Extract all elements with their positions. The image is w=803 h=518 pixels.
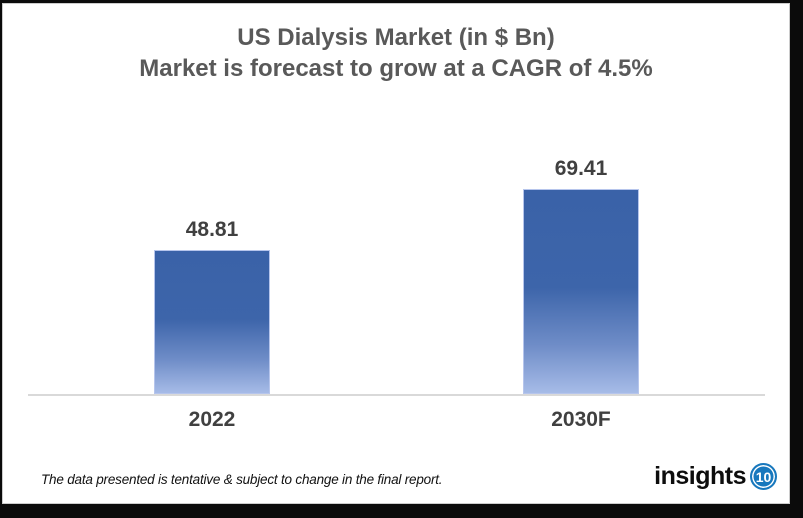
bar-value-label-2030f: 69.41 xyxy=(554,157,608,180)
insights10-logo: insights 10 xyxy=(654,462,777,491)
plot-area: 48.81 2022 69.41 2030F xyxy=(3,4,789,503)
category-label-2022: 2022 xyxy=(188,408,236,431)
chart-title: US Dialysis Market (in $ Bn) Market is f… xyxy=(3,22,789,84)
bar-2030f xyxy=(523,189,639,394)
disclaimer-text: The data presented is tentative & subjec… xyxy=(41,472,443,487)
chart-title-line1: US Dialysis Market (in $ Bn) xyxy=(237,24,555,51)
chart-title-line2: Market is forecast to grow at a CAGR of … xyxy=(139,55,653,82)
bar-2022 xyxy=(154,250,270,394)
category-label-2030f: 2030F xyxy=(551,408,611,431)
chart-card: US Dialysis Market (in $ Bn) Market is f… xyxy=(2,3,790,504)
x-axis-line xyxy=(28,394,765,396)
insights10-logo-text: insights xyxy=(654,462,746,490)
bar-value-label-2022: 48.81 xyxy=(185,218,239,241)
insights10-logo-badge: 10 xyxy=(750,463,777,490)
